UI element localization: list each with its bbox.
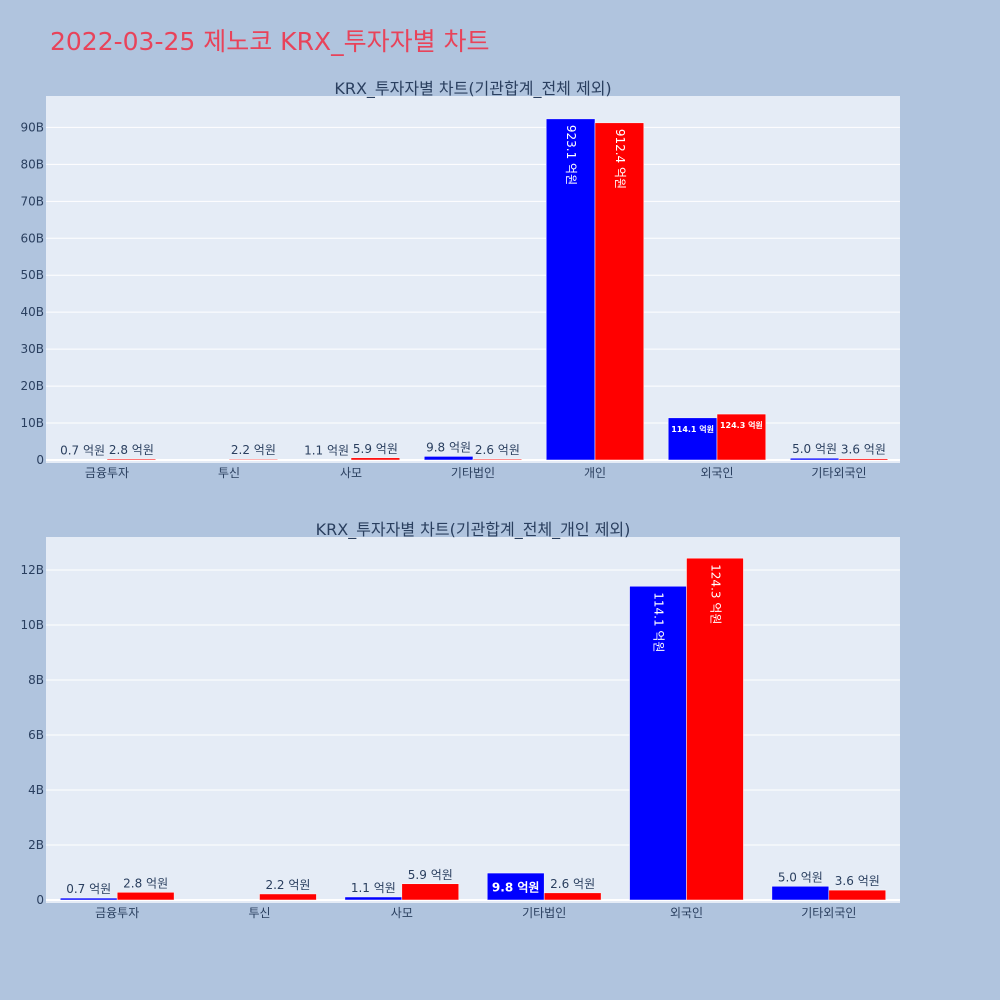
x-tick-label: 외국인 [670,906,703,920]
bar-blue-4 [486,872,545,901]
chart-title-1: KRX_투자자별 차트(기관합계_전체 제외) [334,79,611,99]
data-label: 0.7 억원 [66,882,111,896]
y-tick-label: 20B [20,379,44,393]
chart-title-2: KRX_투자자별 차트(기관합계_전체_개인 제외) [316,520,631,540]
x-tick-label: 투신 [218,466,240,480]
data-label: 1.1 억원 [351,881,396,895]
data-label: 3.6 억원 [835,874,880,888]
y-tick-label: 2B [28,838,44,852]
y-tick-label: 50B [20,268,44,282]
data-label: 9.8 억원 [426,440,471,454]
page-title: 2022-03-25 제노코 KRX_투자자별 차트 [50,27,490,56]
data-label: 124.3 억원 [708,564,722,624]
bar-blue-5 [629,585,687,901]
x-tick-label: 외국인 [700,466,733,480]
y-tick-label: 8B [28,673,44,687]
data-label: 912.4 억원 [613,129,627,189]
x-tick-label: 투신 [248,906,270,920]
data-label: 2.6 억원 [550,877,595,891]
bar-red-6 [828,889,887,901]
x-tick-label: 금융투자 [95,906,139,920]
bar-blue-6 [771,886,830,901]
bar-blue-6 [667,417,718,461]
y-tick-label: 0 [36,893,44,907]
data-label: 124.3 억원 [720,420,763,430]
x-tick-label: 사모 [391,906,413,920]
bar-red-1 [106,458,157,461]
y-tick-label: 30B [20,342,44,356]
bar-red-4 [472,458,523,461]
plot-area-1 [46,96,900,463]
y-tick-label: 4B [28,783,44,797]
data-label: 2.8 억원 [109,443,154,457]
bar-red-3 [401,883,460,901]
bar-blue-4 [423,456,474,461]
x-tick-label: 사모 [340,466,362,480]
x-tick-label: 금융투자 [85,466,129,480]
y-tick-label: 70B [20,194,44,208]
bar-red-5 [686,557,744,901]
data-label: 2.2 억원 [231,443,276,457]
data-label: 5.9 억원 [408,868,453,882]
y-tick-label: 80B [20,157,44,171]
bar-red-2 [228,458,279,461]
data-label: 5.0 억원 [778,870,823,884]
y-tick-label: 10B [20,416,44,430]
data-label: 0.7 억원 [60,444,105,458]
data-label: 923.1 억원 [564,125,578,185]
bar-red-7 [838,458,889,461]
bar-blue-3 [344,896,403,901]
bar-red-5 [594,122,645,461]
bar-red-3 [350,457,401,461]
data-label: 2.8 억원 [123,876,168,890]
y-tick-label: 6B [28,728,44,742]
bar-red-4 [543,892,602,901]
y-tick-label: 90B [20,120,44,134]
bar-red-6 [716,413,767,461]
y-tick-label: 12B [20,563,44,577]
bar-red-1 [116,892,175,901]
data-label: 1.1 억원 [304,444,349,458]
data-label: 114.1 억원 [652,592,666,652]
data-label: 2.6 억원 [475,443,520,457]
data-label: 5.9 억원 [353,442,398,456]
x-tick-label: 기타법인 [522,906,566,920]
x-tick-label: 기타외국인 [811,466,866,480]
data-label: 2.2 억원 [265,878,310,892]
bar-blue-1 [59,897,118,901]
x-tick-label: 개인 [584,466,606,480]
data-label: 114.1 억원 [671,424,714,434]
x-tick-label: 기타법인 [451,466,495,480]
y-tick-label: 60B [20,231,44,245]
data-label: 5.0 억원 [792,442,837,456]
y-tick-label: 10B [20,618,44,632]
x-tick-label: 기타외국인 [801,906,856,920]
y-tick-label: 0 [36,453,44,467]
bar-blue-7 [789,457,840,461]
data-label: 3.6 억원 [841,443,886,457]
y-tick-label: 40B [20,305,44,319]
bar-blue-5 [545,118,596,461]
data-label: 9.8 억원 [492,881,540,895]
bar-red-2 [259,893,317,901]
plot-area-2 [46,537,900,903]
